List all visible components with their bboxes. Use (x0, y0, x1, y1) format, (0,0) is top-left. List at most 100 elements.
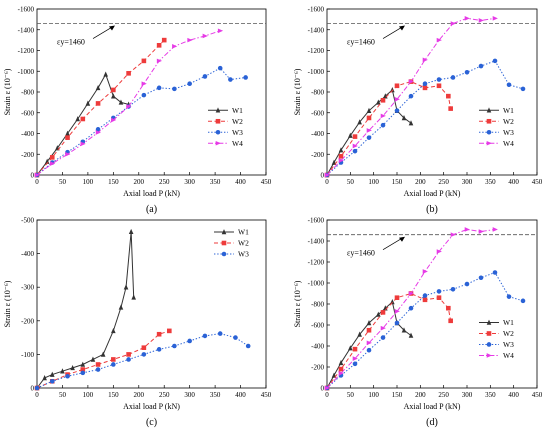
data-point-W3 (478, 63, 484, 69)
panel-label: (a) (146, 204, 157, 215)
legend-label-W3: W3 (232, 128, 243, 137)
chart-panel-3: 0 50 100 150 200 250 300 350 400 450 0 -100 -200 -300… (3, 217, 272, 429)
data-point-W4 (217, 28, 224, 34)
y-tick-label: -500 (21, 217, 34, 225)
legend-marker-W3 (215, 129, 221, 135)
data-point-W3 (520, 298, 526, 304)
data-point-W2 (338, 154, 344, 159)
annotation-arrow-head (109, 25, 115, 31)
y-tick-label: -400 (21, 250, 34, 258)
y-tick-label: -400 (21, 130, 34, 138)
data-point-W1 (111, 327, 116, 334)
x-tick-label: 100 (83, 391, 94, 399)
data-point-W2 (446, 305, 451, 311)
data-point-W3 (394, 320, 400, 326)
panel-label: (c) (146, 417, 157, 428)
legend: W1 W2 W3 W4 (479, 318, 514, 360)
data-point-W4 (111, 117, 117, 123)
y-tick-label: -800 (21, 89, 34, 97)
data-point-W4 (352, 356, 358, 361)
data-point-W4 (338, 158, 344, 163)
data-point-W1 (390, 299, 395, 305)
data-point-W1 (75, 116, 81, 122)
data-point-W3 (156, 347, 162, 352)
series-W3 (324, 270, 526, 391)
data-point-W3 (245, 343, 251, 349)
legend-label-W1: W1 (232, 106, 243, 115)
data-point-W4 (324, 385, 330, 391)
data-point-W1 (338, 147, 344, 153)
data-point-W1 (95, 84, 101, 91)
x-tick-label: 450 (261, 391, 272, 399)
legend-label-W3: W3 (503, 128, 514, 137)
data-point-W1 (85, 100, 91, 106)
data-point-W2 (436, 295, 442, 300)
x-tick-label: 400 (235, 178, 246, 186)
x-tick-label: 200 (415, 178, 426, 186)
data-point-W3 (366, 347, 372, 353)
legend-label-W4: W4 (503, 139, 514, 148)
data-point-W3 (217, 331, 223, 336)
y-tick-label: -400 (311, 343, 324, 351)
y-tick-label: 0 (321, 385, 325, 393)
annotation-arrow (382, 26, 404, 39)
data-point-W2 (167, 328, 172, 334)
y-tick-label: -800 (311, 89, 324, 97)
data-point-W1 (100, 351, 106, 357)
data-point-W1 (408, 120, 414, 126)
x-tick-label: 200 (134, 391, 145, 399)
x-tick-label: 150 (108, 391, 119, 399)
x-tick-label: 300 (184, 178, 195, 186)
data-point-W3 (187, 338, 192, 344)
data-point-W1 (376, 311, 381, 317)
series-line-W3 (326, 60, 524, 176)
data-point-W3 (450, 75, 456, 80)
x-tick-label: 0 (325, 178, 329, 186)
data-point-W1 (366, 107, 372, 113)
legend-marker-W1 (221, 229, 227, 235)
legend-marker-W4 (486, 353, 492, 358)
series-W2 (34, 37, 167, 178)
data-point-W4 (408, 79, 414, 84)
data-point-W3 (394, 108, 400, 113)
series-line-W1 (36, 231, 135, 389)
legend-marker-W4 (486, 140, 492, 146)
data-point-W4 (408, 291, 414, 296)
y-tick-label: -800 (311, 301, 324, 309)
legend-marker-W3 (486, 129, 492, 135)
data-point-W1 (123, 284, 129, 290)
y-tick-label: -1000 (18, 68, 35, 76)
data-point-W3 (80, 370, 86, 376)
y-tick-label: 0 (321, 172, 325, 180)
data-point-W1 (42, 375, 47, 381)
series-W1 (324, 299, 414, 391)
legend-marker-W2 (221, 240, 227, 246)
x-tick-label: 250 (159, 178, 170, 186)
x-tick-label: 150 (392, 391, 403, 399)
annotation-arrow (382, 237, 404, 251)
series-W1 (34, 228, 136, 391)
data-point-W4 (49, 161, 56, 166)
data-point-W4 (202, 33, 208, 39)
y-tick-label: -200 (21, 151, 34, 159)
data-point-W1 (70, 364, 75, 371)
data-point-W3 (352, 148, 358, 154)
data-point-W2 (156, 331, 162, 337)
x-tick-label: 250 (438, 178, 449, 186)
data-point-W3 (366, 135, 372, 140)
legend-marker-W1 (486, 319, 492, 325)
data-point-W4 (422, 269, 428, 274)
x-tick-label: 450 (261, 178, 272, 186)
data-point-W3 (506, 294, 512, 299)
data-point-W4 (65, 151, 71, 157)
data-point-W2 (366, 115, 372, 121)
x-tick-label: 200 (134, 178, 145, 186)
series-W4 (34, 28, 224, 178)
data-point-W2 (111, 87, 116, 93)
data-point-W4 (95, 130, 101, 135)
data-point-W3 (65, 373, 70, 379)
data-point-W4 (478, 229, 484, 234)
x-tick-label: 350 (485, 178, 496, 186)
y-tick-label: -200 (311, 364, 324, 372)
data-point-W1 (131, 294, 136, 300)
